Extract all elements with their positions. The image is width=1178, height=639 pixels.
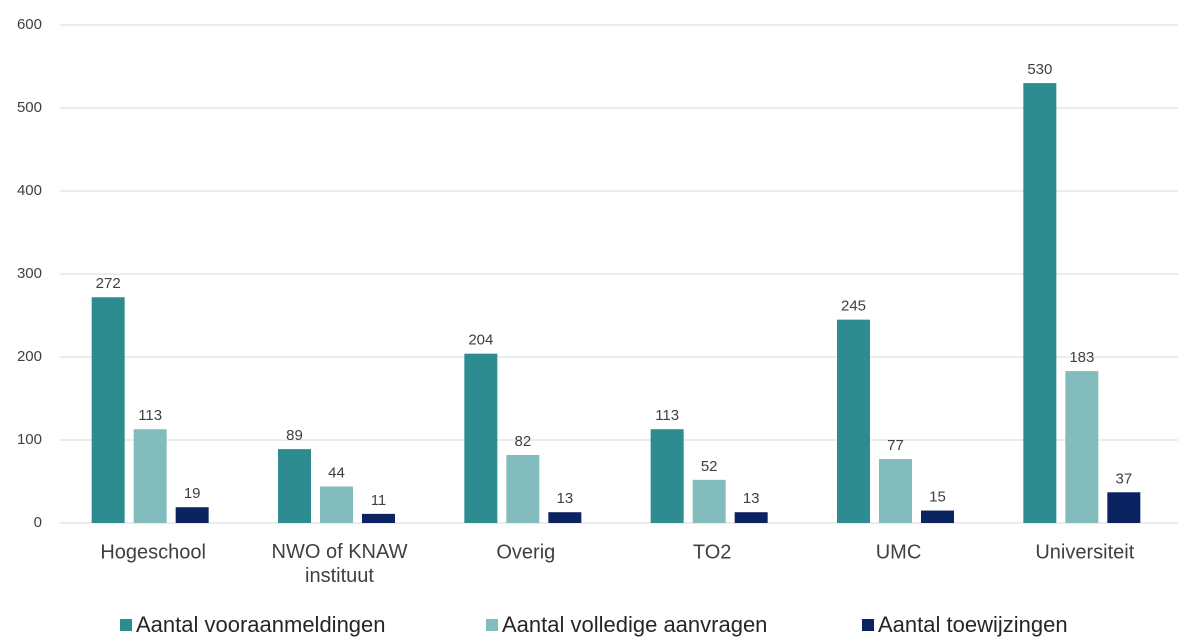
data-label: 52 [701,458,718,475]
legend-swatch [862,619,874,631]
bar [278,449,311,523]
data-label: 19 [184,485,201,502]
x-tick-label: UMC [876,541,922,563]
data-label: 204 [468,332,493,349]
data-label: 13 [556,490,573,507]
y-tick-label: 300 [17,265,42,282]
bar [692,479,726,523]
x-tick-label: Overig [496,541,555,563]
y-tick-label: 200 [17,348,42,365]
x-tick-label: Universiteit [1035,541,1134,563]
bar [548,512,582,523]
x-tick-label: TO2 [693,541,732,563]
data-label: 37 [1115,470,1132,487]
data-label: 44 [328,464,345,481]
legend-label: Aantal vooraanmeldingen [136,612,386,637]
bar [506,454,540,523]
data-label: 15 [929,489,946,506]
data-label: 530 [1027,61,1052,78]
bar [921,510,954,523]
data-label: 89 [286,427,303,444]
legend-label: Aantal volledige aanvragen [502,612,767,637]
data-label: 113 [655,407,679,424]
data-label: 77 [887,437,904,454]
data-label: 82 [514,433,531,450]
y-tick-label: 100 [17,431,42,448]
data-label: 13 [743,490,760,507]
y-tick-label: 0 [34,514,42,531]
bar [1065,371,1099,523]
legend-swatch [120,619,132,631]
bar [320,486,353,523]
bar [1107,492,1141,523]
data-label: 11 [371,492,387,509]
data-label: 272 [96,275,121,292]
data-label: 113 [138,407,162,424]
data-label: 183 [1069,349,1094,366]
bar [175,507,209,523]
bar [1023,83,1057,523]
x-tick-label: NWO of KNAW instituut [272,541,408,587]
bar [133,429,167,523]
y-tick-label: 500 [17,99,42,116]
bar [362,513,395,523]
y-tick-label: 600 [17,16,42,33]
legend-swatch [486,619,498,631]
bar [837,319,870,523]
data-label: 245 [841,298,866,315]
bar [879,459,912,523]
y-tick-label: 400 [17,182,42,199]
bar [464,353,498,523]
x-tick-label: Hogeschool [100,541,206,563]
bar [734,512,768,523]
bar [650,429,684,523]
legend-label: Aantal toewijzingen [878,612,1068,637]
bar [91,297,125,523]
